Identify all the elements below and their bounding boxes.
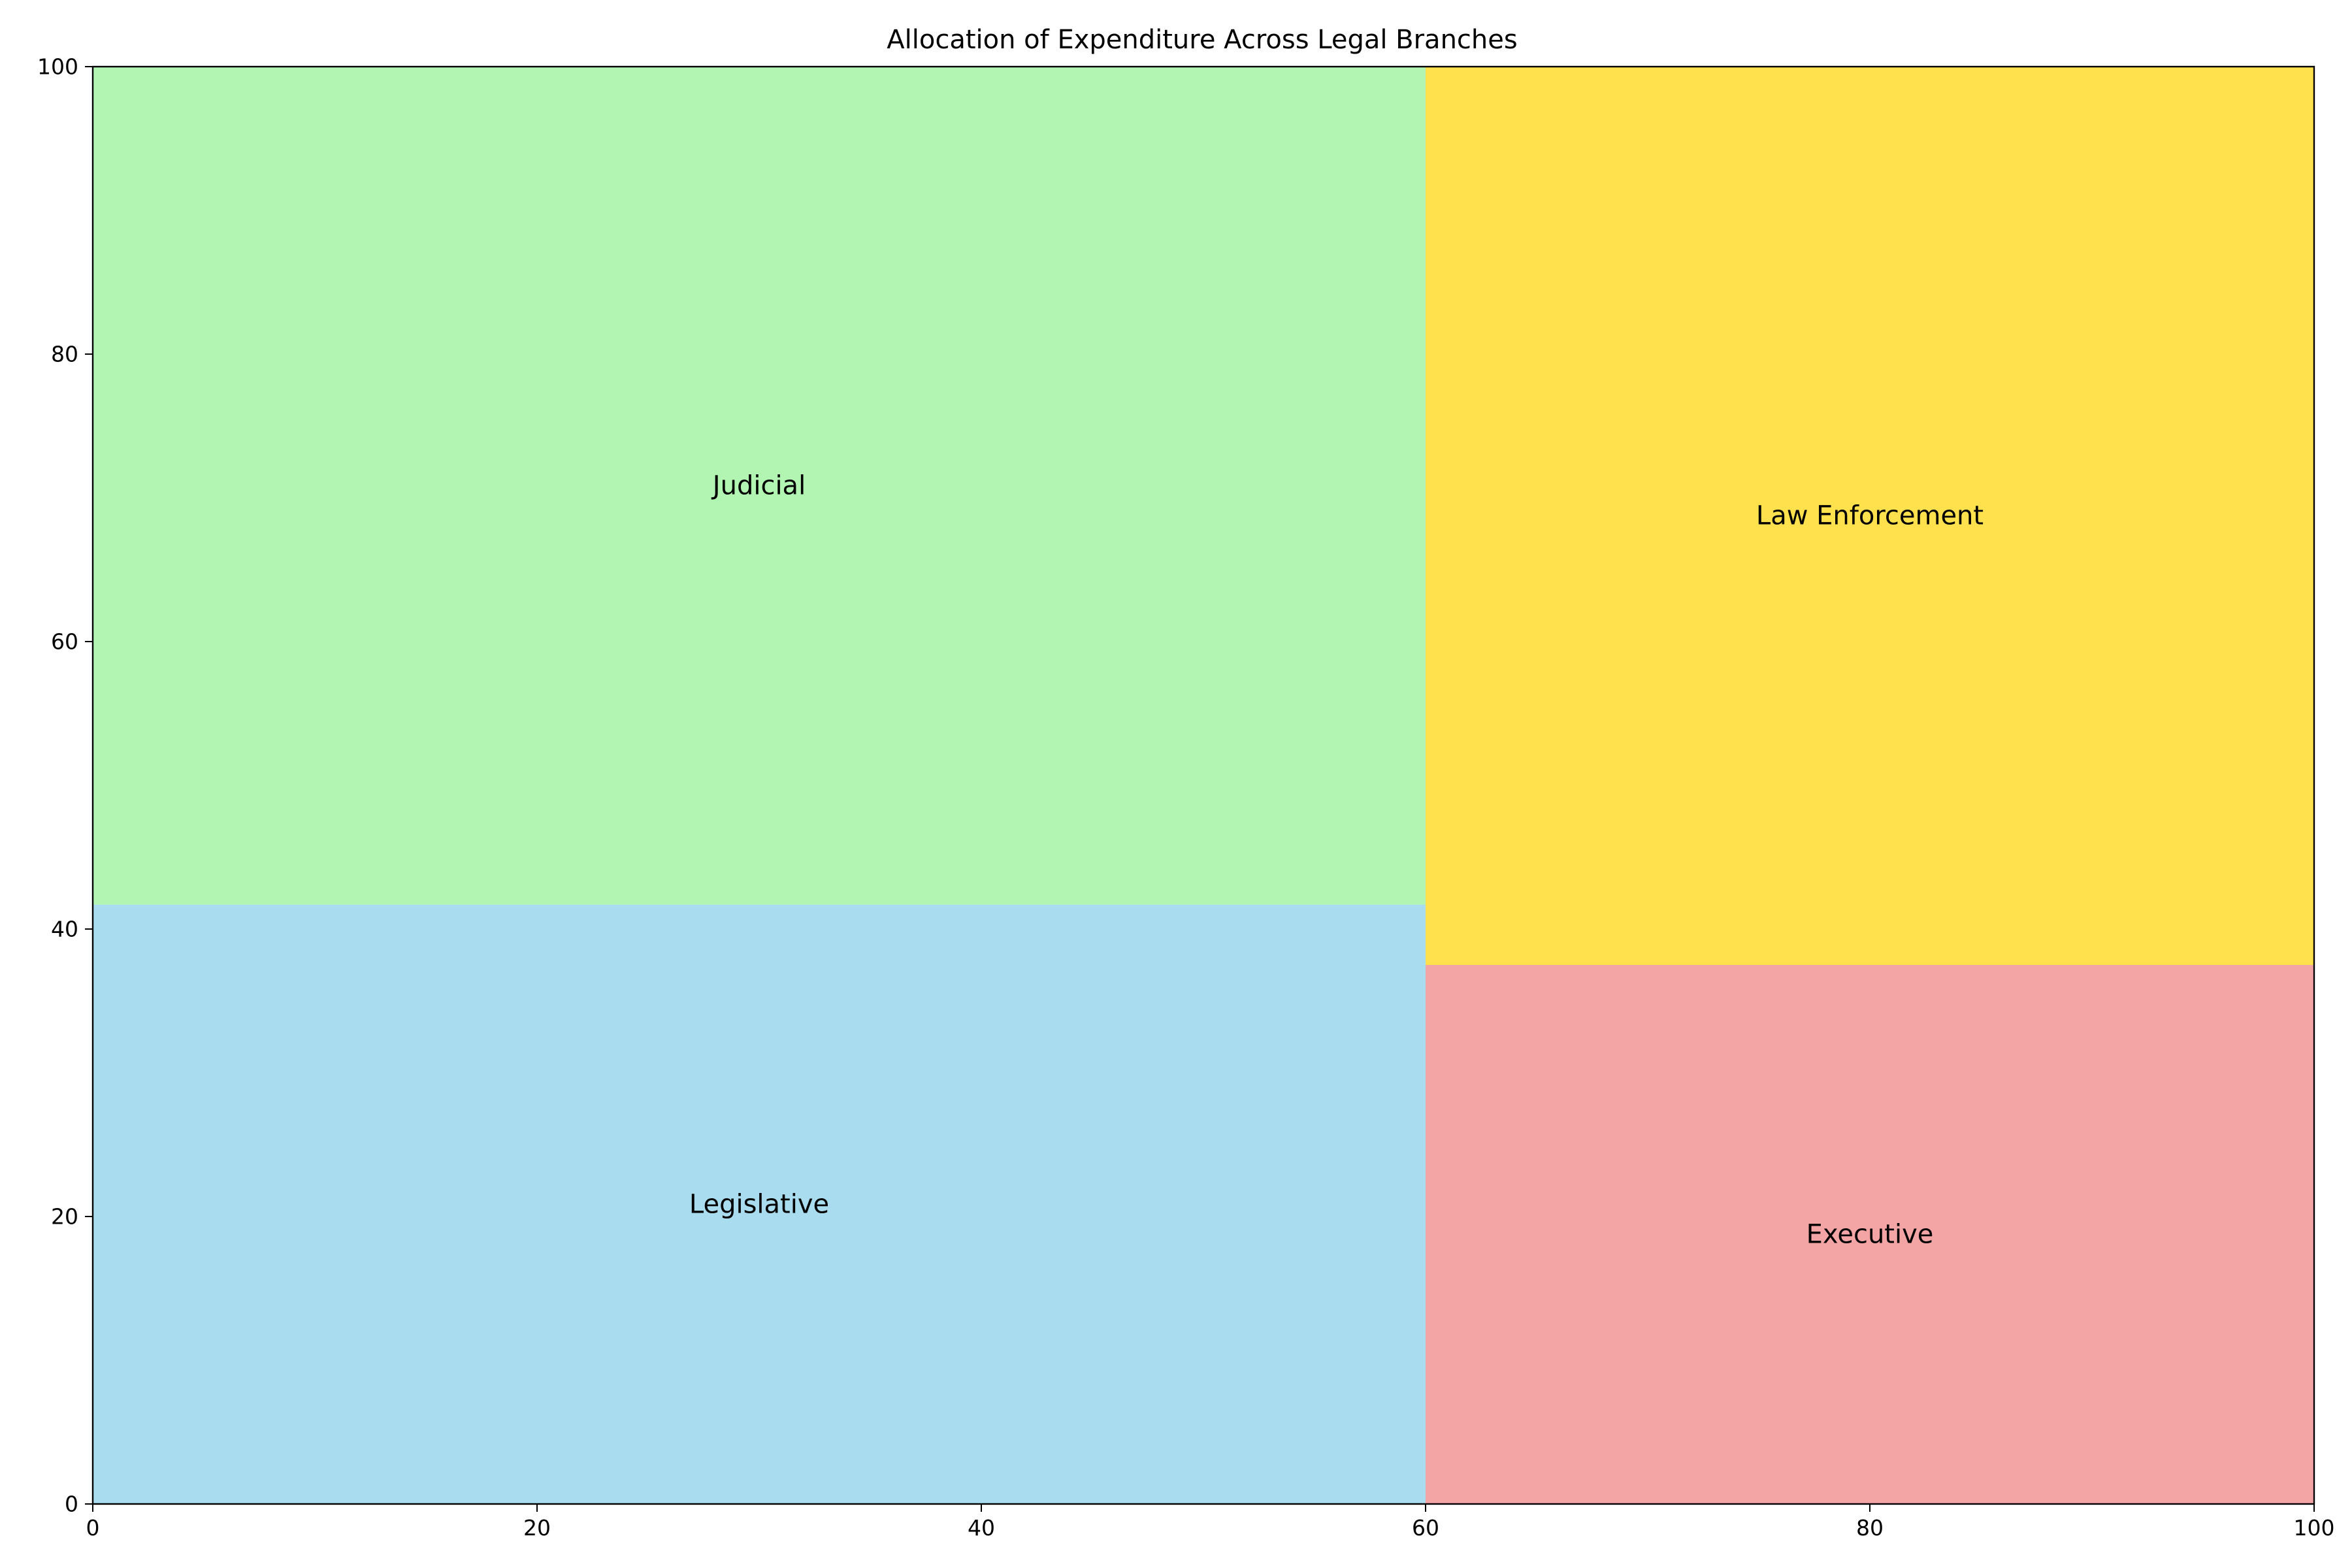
x-tick-label: 100 — [2294, 1515, 2335, 1541]
treemap-label-judicial: Judicial — [711, 470, 806, 500]
treemap-rect-executive — [1426, 965, 2314, 1504]
axes-frame — [91, 65, 2315, 1505]
x-tick-label: 60 — [1412, 1515, 1439, 1541]
x-tick-label: 80 — [1856, 1515, 1884, 1541]
x-tick-label: 20 — [523, 1515, 551, 1541]
y-tick-label: 80 — [51, 342, 78, 367]
treemap-rect-law-enforcement — [1426, 67, 2314, 965]
y-tick-label: 60 — [51, 629, 78, 655]
x-tick-label: 40 — [968, 1515, 995, 1541]
treemap-label-legislative: Legislative — [689, 1189, 829, 1219]
y-tick-label: 0 — [65, 1492, 78, 1517]
treemap-rect-legislative — [93, 904, 1426, 1504]
plot-area: Legislative Judicial Executive Law Enforcem… — [93, 67, 2314, 1504]
treemap-rect-judicial — [93, 67, 1426, 905]
chart-title: Allocation of Expenditure Across Legal B… — [887, 25, 1517, 55]
y-tick-label: 40 — [51, 917, 78, 942]
treemap-label-law-enforcement: Law Enforcement — [1756, 501, 1984, 531]
y-tick-label: 100 — [37, 54, 78, 80]
treemap-label-executive: Executive — [1806, 1220, 1934, 1250]
x-tick-label: 0 — [86, 1515, 100, 1541]
y-tick-label: 20 — [51, 1204, 78, 1230]
axes: 0 20 40 60 80 100 0 20 40 60 80 100 — [37, 54, 2335, 1541]
